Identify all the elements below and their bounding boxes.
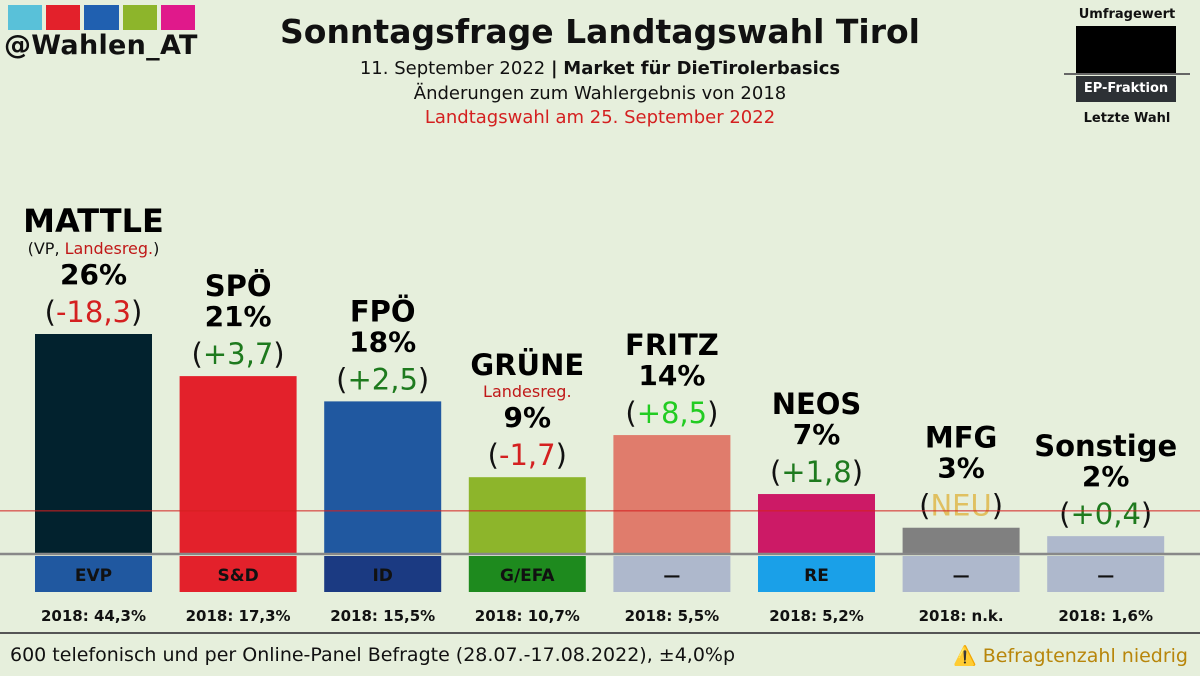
subtitle-date: 11. September 2022	[359, 58, 546, 79]
last-election-label: 2018: 17,3%	[186, 607, 291, 625]
legend-last-election-label: Letzte Wahl	[1083, 111, 1171, 126]
bar-value-label: 3%	[937, 452, 985, 485]
party-note: Landesreg.	[483, 382, 572, 401]
bar-change-label: (-1,7)	[488, 438, 567, 472]
brand-logo-squares	[8, 5, 196, 30]
bar-change-label: (-18,3)	[45, 295, 143, 329]
bar-change-label: (+3,7)	[192, 337, 285, 371]
ep-group-label: ID	[372, 566, 392, 586]
subtitle-separator: |	[550, 58, 558, 79]
brand-square	[122, 5, 157, 30]
bar	[324, 401, 442, 553]
chart-title: Sonntagsfrage Landtagswahl Tirol	[280, 12, 920, 51]
subtitle-date-source: 11. September 2022 | Market für DieTirol…	[250, 58, 950, 79]
ep-group-box	[35, 556, 152, 592]
bar-change-label: (+2,5)	[336, 362, 429, 396]
party-name-label: MFG	[925, 421, 997, 455]
subtitle-election: Landtagswahl am 25. September 2022	[424, 107, 776, 128]
last-election-label: 2018: 10,7%	[475, 607, 580, 625]
party-name-label: MATTLE	[23, 202, 164, 240]
bar-value-label: 26%	[60, 258, 127, 291]
bar	[902, 527, 1020, 553]
ep-group-box	[468, 556, 586, 592]
footer-divider	[0, 632, 1200, 634]
brand-square	[8, 5, 43, 30]
party-name-label: GRÜNE	[470, 348, 584, 382]
ep-group-box	[758, 556, 875, 592]
legend-bar-swatch	[1076, 26, 1176, 74]
last-election-label: 2018: 15,5%	[330, 607, 435, 625]
last-election-label: 2018: n.k.	[919, 607, 1004, 625]
bar-value-label: 9%	[504, 401, 552, 434]
footer-methodology: 600 telefonisch und per Online-Panel Bef…	[10, 644, 736, 666]
bar-value-label: 7%	[793, 418, 841, 451]
legend-baseline	[1064, 73, 1190, 75]
party-name-label: FPÖ	[350, 294, 416, 328]
ep-group-box	[613, 556, 731, 592]
brand-square	[46, 5, 81, 30]
bar	[758, 494, 875, 553]
warning-icon: ⚠️	[952, 645, 977, 667]
ep-group-box	[902, 556, 1020, 592]
bar	[613, 435, 731, 553]
ep-group-box	[324, 556, 442, 592]
bar-value-label: 2%	[1082, 460, 1130, 493]
bar-value-label: 18%	[349, 325, 416, 358]
footer-warning: ⚠️ Befragtenzahl niedrig	[953, 644, 1188, 667]
bar-value-label: 21%	[205, 300, 272, 333]
bar	[1047, 536, 1165, 553]
bar-change-label: (NEU)	[919, 489, 1003, 523]
last-election-label: 2018: 1,6%	[1058, 607, 1153, 625]
party-name-label: NEOS	[772, 387, 862, 421]
party-note: (VP, Landesreg.)	[28, 239, 160, 258]
legend-ep-group-label: EP-Fraktion	[1076, 76, 1176, 102]
brand-square	[84, 5, 119, 30]
ep-group-label: —	[953, 566, 970, 586]
brand-square	[160, 5, 196, 30]
bar	[179, 376, 297, 553]
last-election-label: 2018: 5,2%	[769, 607, 864, 625]
brand-handle: @Wahlen_AT	[4, 30, 198, 61]
last-election-label: 2018: 44,3%	[41, 607, 146, 625]
ep-group-box	[1047, 556, 1165, 592]
party-name-label: SPÖ	[205, 269, 272, 303]
subtitle-changes: Änderungen zum Wahlergebnis von 2018	[413, 83, 787, 104]
party-name-label: FRITZ	[625, 328, 719, 362]
ep-group-label: S&D	[218, 566, 259, 586]
ep-group-label: G/EFA	[500, 566, 555, 586]
ep-group-label: EVP	[75, 566, 112, 586]
ep-group-box	[179, 556, 297, 592]
bar-change-label: (+1,8)	[770, 455, 863, 489]
bar-change-label: (+0,4)	[1059, 497, 1152, 531]
ep-group-label: RE	[804, 566, 829, 586]
ep-group-label: —	[1097, 566, 1114, 586]
legend-poll-value-label: Umfragewert	[1078, 7, 1176, 22]
ep-group-label: —	[663, 566, 680, 586]
party-name-label: Sonstige	[1034, 429, 1177, 463]
last-election-label: 2018: 5,5%	[625, 607, 720, 625]
bar-change-label: (+8,5)	[625, 396, 718, 430]
subtitle-source: Market für DieTirolerbasics	[563, 58, 841, 79]
bar	[468, 477, 586, 553]
bar	[35, 334, 152, 553]
footer-warning-text: Befragtenzahl niedrig	[982, 645, 1188, 667]
bar-value-label: 14%	[638, 359, 705, 392]
